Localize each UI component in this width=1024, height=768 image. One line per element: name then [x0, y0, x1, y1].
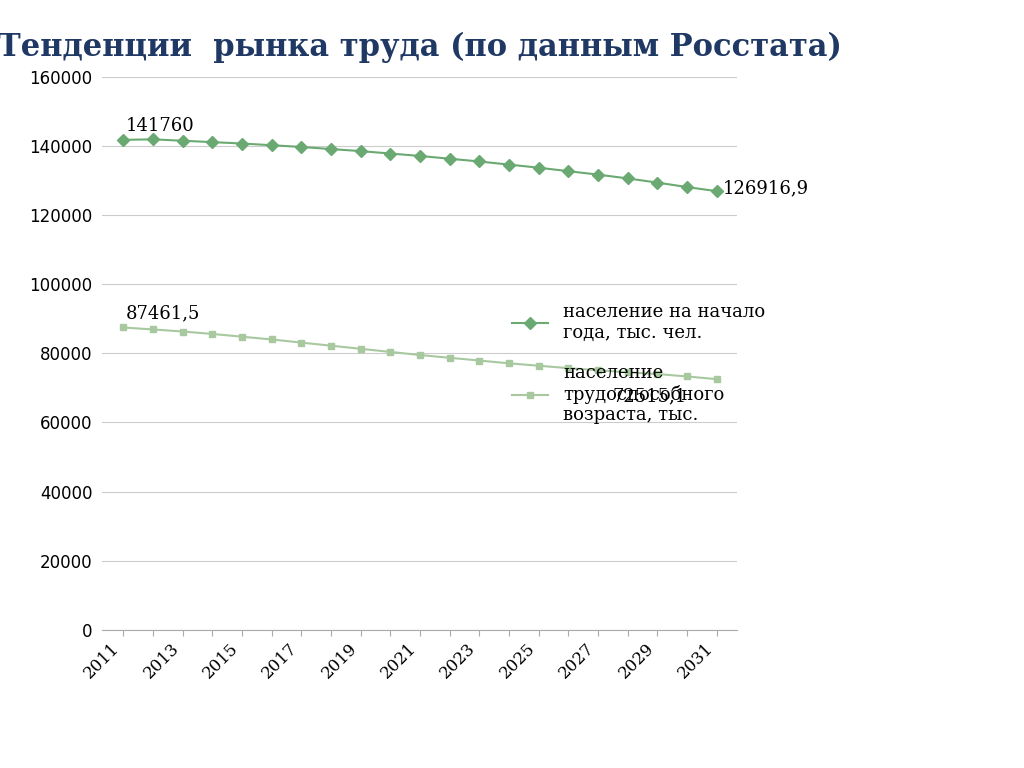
население
трудоспособного
возраста, тыс. [384, 347, 396, 356]
население
трудоспособного
возраста, тыс. [473, 356, 485, 365]
население
трудоспособного
возраста, тыс. [206, 329, 218, 339]
население на начало
года, тыс. чел. [236, 139, 248, 148]
население
трудоспособного
возраста, тыс. [146, 325, 159, 334]
население на начало
года, тыс. чел. [384, 149, 396, 158]
население
трудоспособного
возраста, тыс. [443, 353, 456, 362]
Legend: население на начало
года, тыс. чел., население
трудоспособного
возраста, тыс.: население на начало года, тыс. чел., нас… [505, 296, 772, 432]
население на начало
года, тыс. чел. [354, 147, 367, 156]
население
трудоспособного
возраста, тыс. [117, 323, 129, 332]
Text: 72515,1: 72515,1 [612, 388, 687, 406]
население на начало
года, тыс. чел. [414, 151, 426, 161]
население на начало
года, тыс. чел. [265, 141, 278, 150]
население на начало
года, тыс. чел. [711, 187, 723, 196]
Line: население
трудоспособного
возраста, тыс.: население трудоспособного возраста, тыс. [120, 324, 720, 382]
население
трудоспособного
возраста, тыс. [265, 335, 278, 344]
население на начало
года, тыс. чел. [206, 137, 218, 147]
Text: 126916,9: 126916,9 [723, 179, 809, 197]
население на начало
года, тыс. чел. [325, 144, 337, 154]
население
трудоспособного
возраста, тыс. [562, 363, 574, 372]
население на начало
года, тыс. чел. [592, 170, 604, 179]
население
трудоспособного
возраста, тыс. [354, 344, 367, 353]
население
трудоспособного
возраста, тыс. [592, 366, 604, 375]
Line: население на начало
года, тыс. чел.: население на начало года, тыс. чел. [119, 135, 721, 195]
население
трудоспособного
возраста, тыс. [711, 375, 723, 384]
население
трудоспособного
возраста, тыс. [503, 359, 515, 368]
население
трудоспособного
возраста, тыс. [532, 361, 545, 370]
население
трудоспособного
возраста, тыс. [236, 332, 248, 341]
население
трудоспособного
возраста, тыс. [651, 369, 664, 379]
Text: 141760: 141760 [126, 118, 195, 135]
население на начало
года, тыс. чел. [176, 136, 188, 145]
население
трудоспособного
возраста, тыс. [176, 327, 188, 336]
Text: 87461,5: 87461,5 [126, 305, 201, 323]
население на начало
года, тыс. чел. [562, 167, 574, 176]
население
трудоспособного
возраста, тыс. [681, 372, 693, 381]
население на начало
года, тыс. чел. [681, 183, 693, 192]
население на начало
года, тыс. чел. [503, 160, 515, 169]
население на начало
года, тыс. чел. [443, 154, 456, 164]
население на начало
года, тыс. чел. [532, 163, 545, 172]
население
трудоспособного
возраста, тыс. [622, 368, 634, 377]
население
трудоспособного
возраста, тыс. [325, 341, 337, 350]
население на начало
года, тыс. чел. [622, 174, 634, 183]
население на начало
года, тыс. чел. [651, 178, 664, 187]
население на начало
года, тыс. чел. [146, 134, 159, 144]
население на начало
года, тыс. чел. [295, 142, 307, 151]
население на начало
года, тыс. чел. [473, 157, 485, 166]
население на начало
года, тыс. чел. [117, 135, 129, 144]
население
трудоспособного
возраста, тыс. [414, 350, 426, 359]
Title: Тенденции  рынка труда (по данным Росстата): Тенденции рынка труда (по данным Росстат… [0, 31, 842, 63]
население
трудоспособного
возраста, тыс. [295, 338, 307, 347]
